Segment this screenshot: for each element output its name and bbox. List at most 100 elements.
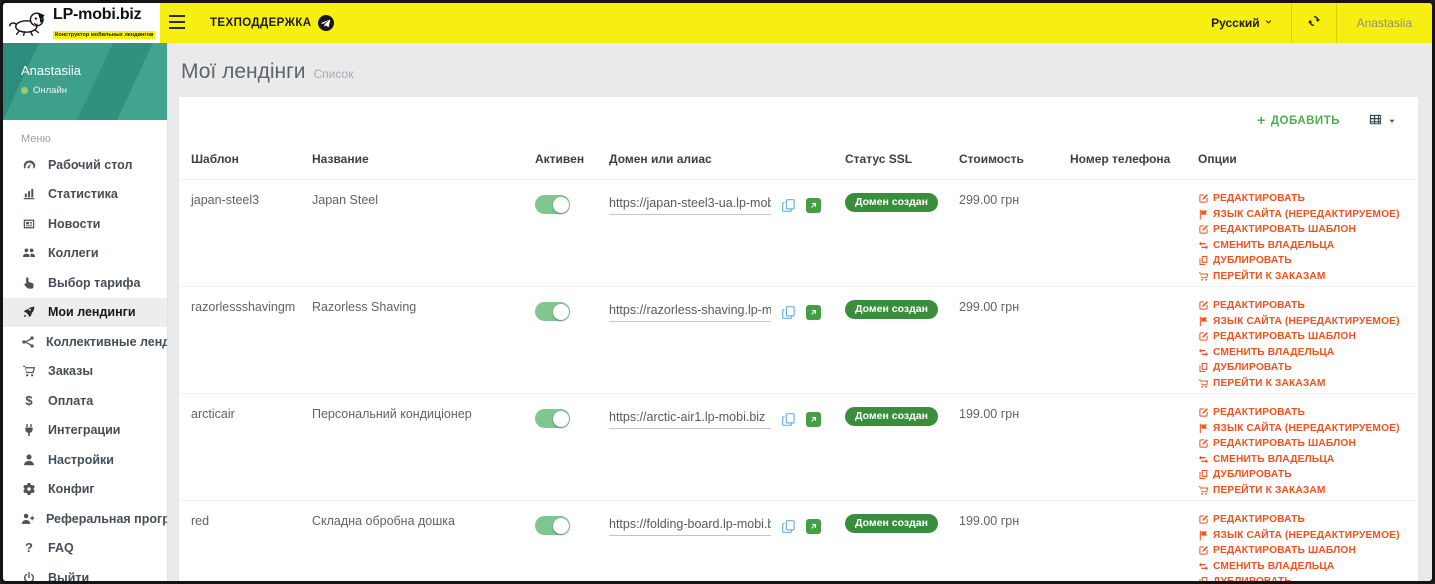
sidebar-item[interactable]: Конфиг (3, 475, 167, 505)
option-go-to-orders-link[interactable]: ПЕРЕЙТИ К ЗАКАЗАМ (1198, 378, 1410, 389)
refresh-button[interactable] (1292, 3, 1336, 43)
option-site-language-link[interactable]: ЯЗЫК САЙТА (НЕРЕДАКТИРУЕМОЕ) (1198, 530, 1410, 541)
sidebar-item[interactable]: ? FAQ (3, 534, 167, 564)
phone-cell (1062, 180, 1190, 287)
copy-domain-icon[interactable] (781, 305, 796, 320)
sidebar-item[interactable]: Новости (3, 209, 167, 239)
telegram-icon (317, 15, 334, 31)
ssl-status-badge: Домен создан (845, 514, 938, 533)
sidebar-item[interactable]: Реферальная программа (3, 504, 167, 534)
active-toggle[interactable] (535, 516, 570, 535)
username[interactable]: Anastasiia (1356, 16, 1412, 30)
copy-domain-icon[interactable] (781, 519, 796, 534)
sidebar-item[interactable]: Заказы (3, 357, 167, 387)
option-edit-template-link[interactable]: РЕДАКТИРОВАТЬ ШАБЛОН (1198, 545, 1410, 556)
domain-input[interactable] (609, 303, 771, 322)
sidebar-item[interactable]: Настройки (3, 445, 167, 475)
option-change-owner-link[interactable]: СМЕНИТЬ ВЛАДЕЛЬЦА (1198, 561, 1410, 572)
sidebar-item[interactable]: Статистика (3, 180, 167, 210)
option-label: ЯЗЫК САЙТА (НЕРЕДАКТИРУЕМОЕ) (1213, 315, 1400, 327)
sidebar-item[interactable]: Рабочий стол (3, 150, 167, 180)
language-selector[interactable]: Русский (1193, 3, 1291, 43)
open-site-icon[interactable] (806, 305, 821, 320)
phone-cell (1062, 287, 1190, 394)
option-edit-link[interactable]: РЕДАКТИРОВАТЬ (1198, 193, 1410, 204)
sidebar-item[interactable]: Мои лендинги (3, 297, 167, 327)
open-site-icon[interactable] (806, 412, 821, 427)
sidebar-item[interactable]: Коллеги (3, 239, 167, 269)
option-label: РЕДАКТИРОВАТЬ (1213, 193, 1305, 204)
active-toggle[interactable] (535, 409, 570, 428)
option-label: ДУБЛИРОВАТЬ (1213, 576, 1292, 581)
option-site-language-link[interactable]: ЯЗЫК САЙТА (НЕРЕДАКТИРУЕМОЕ) (1198, 423, 1410, 434)
column-header: Статус SSL (845, 152, 913, 166)
plus-icon: + (1257, 112, 1266, 128)
domain-cell (601, 501, 837, 582)
sidebar-item-label: Коллективные лендинги (46, 334, 168, 349)
option-edit-link[interactable]: РЕДАКТИРОВАТЬ (1198, 300, 1410, 311)
option-duplicate-link[interactable]: ДУБЛИРОВАТЬ (1198, 255, 1410, 266)
option-label: РЕДАКТИРОВАТЬ ШАБЛОН (1213, 331, 1356, 342)
sidebar-item-label: Оплата (48, 393, 94, 408)
integrations-icon (21, 423, 37, 437)
ssl-status-badge: Домен создан (845, 407, 938, 426)
copy-domain-icon[interactable] (781, 412, 796, 427)
copy-domain-icon[interactable] (781, 198, 796, 213)
logo[interactable]: LP-mobi.biz Конструктор мобильных лендин… (3, 3, 160, 43)
sidebar-item[interactable]: Коллективные лендинги (3, 327, 167, 357)
online-status: Онлайн (21, 85, 167, 96)
sidebar-item[interactable]: Интеграции (3, 416, 167, 446)
caret-down-icon (1388, 113, 1396, 128)
topbar: LP-mobi.biz Конструктор мобильных лендин… (3, 3, 1432, 43)
user-icon (21, 453, 37, 467)
view-toggle-button[interactable] (1368, 112, 1396, 130)
template-cell: japan-steel3 (191, 193, 260, 207)
language-label: Русский (1211, 16, 1260, 30)
table-row: red Складна обробна дошка Домен создан 199.… (179, 500, 1418, 582)
template-cell: red (191, 514, 210, 528)
domain-input[interactable] (609, 196, 771, 215)
sidebar-item-label: Коллеги (48, 246, 99, 261)
domain-input[interactable] (609, 410, 771, 429)
landings-icon (21, 305, 37, 319)
option-change-owner-link[interactable]: СМЕНИТЬ ВЛАДЕЛЬЦА (1198, 240, 1410, 251)
option-duplicate-link[interactable]: ДУБЛИРОВАТЬ (1198, 362, 1410, 373)
option-go-to-orders-link[interactable]: ПЕРЕЙТИ К ЗАКАЗАМ (1198, 485, 1410, 496)
option-duplicate-link[interactable]: ДУБЛИРОВАТЬ (1198, 576, 1410, 581)
sidebar-item[interactable]: Выйти (3, 563, 167, 581)
toggle-knob (552, 303, 569, 320)
option-edit-template-link[interactable]: РЕДАКТИРОВАТЬ ШАБЛОН (1198, 331, 1410, 342)
active-toggle[interactable] (535, 302, 570, 321)
sidebar-toggle-button[interactable] (160, 3, 194, 43)
sidebar-item-label: Выйти (48, 570, 90, 581)
sidebar-menu: Рабочий стол Статистика Новости Коллеги Выбо… (3, 150, 167, 581)
stats-icon (21, 187, 37, 201)
grid-view-icon (1368, 112, 1383, 130)
sidebar-item-label: Реферальная программа (46, 511, 167, 526)
sidebar-item-label: FAQ (48, 541, 74, 556)
option-label: СМЕНИТЬ ВЛАДЕЛЬЦА (1213, 560, 1335, 572)
name-cell: Персональний кондиціонер (312, 407, 472, 421)
sidebar-item[interactable]: Выбор тарифа (3, 268, 167, 298)
option-edit-template-link[interactable]: РЕДАКТИРОВАТЬ ШАБЛОН (1198, 438, 1410, 449)
option-site-language-link[interactable]: ЯЗЫК САЙТА (НЕРЕДАКТИРУЕМОЕ) (1198, 209, 1410, 220)
option-edit-template-link[interactable]: РЕДАКТИРОВАТЬ ШАБЛОН (1198, 224, 1410, 235)
add-button[interactable]: + ДОБАВИТЬ (1257, 112, 1340, 128)
domain-input[interactable] (609, 517, 771, 536)
active-toggle[interactable] (535, 195, 570, 214)
support-link[interactable]: ТЕХПОДДЕРЖКА (194, 3, 350, 43)
open-site-icon[interactable] (806, 198, 821, 213)
option-duplicate-link[interactable]: ДУБЛИРОВАТЬ (1198, 469, 1410, 480)
option-site-language-link[interactable]: ЯЗЫК САЙТА (НЕРЕДАКТИРУЕМОЕ) (1198, 316, 1410, 327)
option-edit-link[interactable]: РЕДАКТИРОВАТЬ (1198, 514, 1410, 525)
landings-card: + ДОБАВИТЬ (179, 97, 1418, 581)
option-go-to-orders-link[interactable]: ПЕРЕЙТИ К ЗАКАЗАМ (1198, 271, 1410, 282)
sidebar-item[interactable]: $ Оплата (3, 386, 167, 416)
option-change-owner-link[interactable]: СМЕНИТЬ ВЛАДЕЛЬЦА (1198, 347, 1410, 358)
exchange-icon (1198, 240, 1209, 251)
sidebar-item-label: Настройки (48, 452, 114, 467)
option-change-owner-link[interactable]: СМЕНИТЬ ВЛАДЕЛЬЦА (1198, 454, 1410, 465)
option-edit-link[interactable]: РЕДАКТИРОВАТЬ (1198, 407, 1410, 418)
open-site-icon[interactable] (806, 519, 821, 534)
